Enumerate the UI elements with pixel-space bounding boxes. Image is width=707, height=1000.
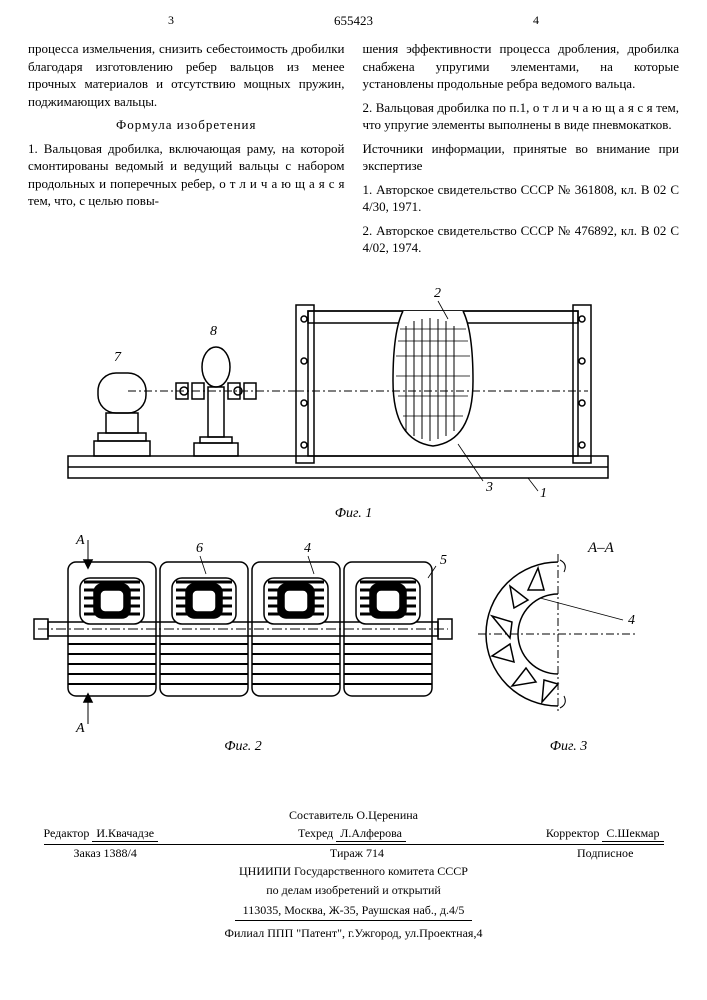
patent-number: 655423 (334, 12, 373, 30)
sources-title: Источники информации, принятые во вниман… (363, 140, 680, 175)
footer-corrector: Корректор С.Шекмар (546, 825, 664, 842)
figure-3: А–А (468, 534, 658, 734)
left-para-1: процесса измельчения, снизить себестоимо… (28, 40, 345, 110)
fig1-label-8: 8 (210, 324, 217, 339)
fig2-section-a-top: А (75, 534, 85, 548)
footer: Составитель О.Церенина Редактор И.Квачад… (28, 807, 679, 941)
fig1-label-2: 2 (434, 286, 441, 301)
formula-title: Формула изобретения (28, 116, 345, 134)
page-header: 3 655423 4 (28, 12, 679, 34)
right-para-1: шения эффективности процесса дробления, … (363, 40, 680, 93)
fig2-label-5: 5 (440, 553, 447, 568)
footer-tirage: Тираж 714 (330, 845, 384, 861)
left-para-2: 1. Вальцовая дробилка, включающая раму, … (28, 140, 345, 210)
fig3-label-4: 4 (628, 613, 635, 628)
fig1-label-1: 1 (540, 486, 547, 501)
footer-editor: Редактор И.Квачадзе (44, 825, 159, 842)
fig2-label-6: 6 (196, 541, 203, 556)
footer-branch: Филиал ППП "Патент", г.Ужгород, ул.Проек… (28, 925, 679, 941)
figures-block: 7 8 2 3 1 Фиг. 1 (28, 281, 679, 767)
footer-techred: Техред Л.Алферова (298, 825, 406, 842)
fig1-label-3: 3 (485, 480, 493, 495)
fig3-caption: Фиг. 3 (458, 738, 679, 757)
section-label: А–А (587, 540, 615, 556)
footer-compiler: Составитель О.Церенина (28, 807, 679, 823)
source-1: 1. Авторское свидетельство СССР № 361808… (363, 181, 680, 216)
right-column: шения эффективности процесса дробления, … (363, 40, 680, 263)
fig2-caption: Фиг. 2 (28, 738, 458, 757)
fig2-label-4: 4 (304, 541, 311, 556)
figure-2: А А 6 4 5 (28, 534, 458, 734)
fig2-section-a-bot: А (75, 721, 85, 734)
page-number-right: 4 (533, 12, 539, 28)
footer-org2: по делам изобретений и открытий (28, 882, 679, 898)
footer-order: Заказ 1388/4 (74, 845, 137, 861)
footer-addr1: 113035, Москва, Ж-35, Раушская наб., д.4… (235, 902, 473, 921)
right-para-2: 2. Вальцовая дробилка по п.1, о т л и ч … (363, 99, 680, 134)
left-column: процесса измельчения, снизить себестоимо… (28, 40, 345, 263)
figure-1: 7 8 2 3 1 (28, 281, 668, 501)
page-number-left: 3 (168, 12, 174, 28)
footer-org1: ЦНИИПИ Государственного комитета СССР (28, 863, 679, 879)
footer-subscription: Подписное (577, 845, 634, 861)
fig1-caption: Фиг. 1 (28, 505, 679, 524)
source-2: 2. Авторское свидетельство СССР № 476892… (363, 222, 680, 257)
text-columns: процесса измельчения, снизить себестоимо… (28, 40, 679, 263)
fig1-label-7: 7 (114, 350, 122, 365)
